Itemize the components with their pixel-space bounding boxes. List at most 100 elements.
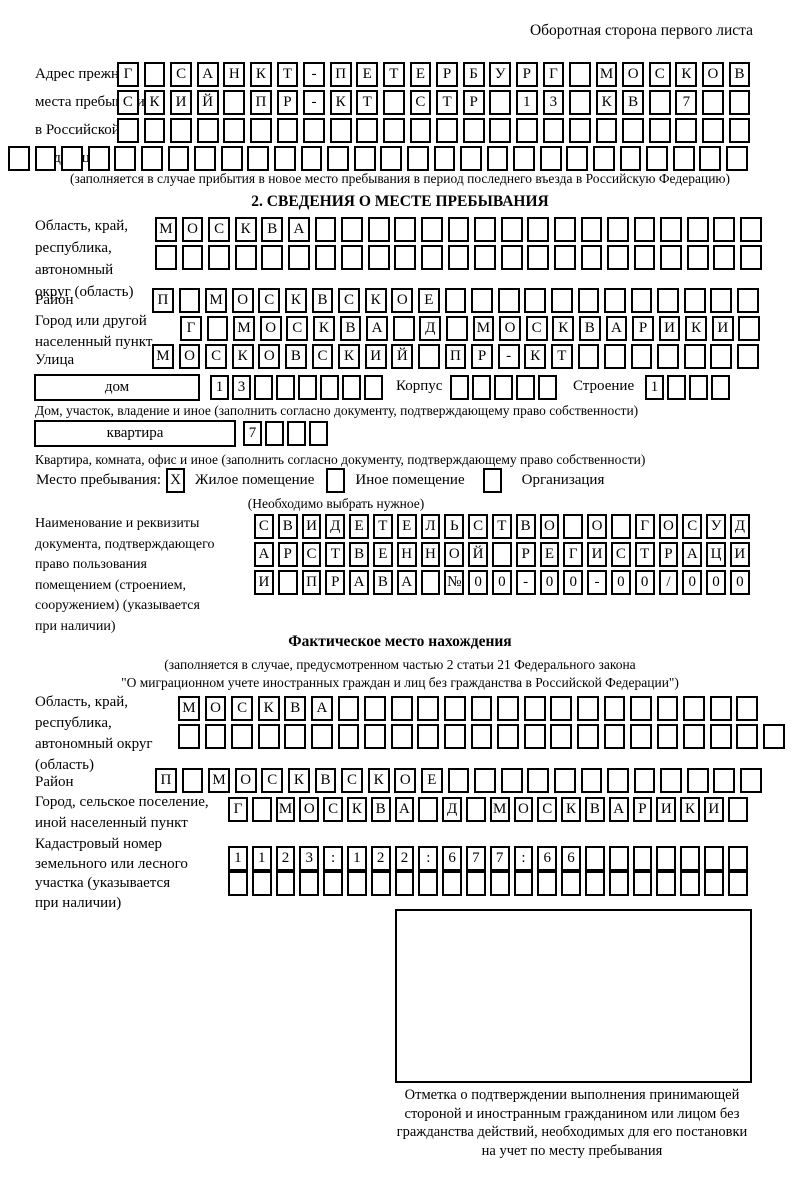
char-box[interactable]: А [287,217,310,242]
char-box[interactable]: А [310,696,333,721]
char-box[interactable] [489,118,512,143]
char-box[interactable]: К [346,797,367,822]
char-box[interactable] [382,118,405,143]
char-box[interactable] [196,118,219,143]
char-box[interactable] [515,118,538,143]
char-box[interactable] [553,217,576,242]
char-box[interactable] [689,375,708,400]
char-box[interactable] [390,696,413,721]
char-box[interactable]: К [524,344,547,369]
char-box[interactable] [327,146,349,171]
char-box[interactable] [580,245,603,270]
char-box[interactable]: 1 [645,375,664,400]
char-box[interactable]: К [595,90,618,115]
char-box[interactable]: / [658,570,679,595]
char-box[interactable]: В [728,62,751,87]
char-box[interactable] [607,245,629,270]
char-box[interactable] [204,724,227,749]
char-box[interactable] [114,146,137,171]
char-box[interactable]: 1 [210,375,229,400]
char-box[interactable]: К [329,90,352,115]
char-box[interactable]: 0 [539,570,560,595]
char-box[interactable] [417,344,440,369]
char-box[interactable]: К [143,90,166,115]
char-box[interactable]: Р [515,542,536,567]
char-box[interactable]: О [178,344,201,369]
char-box[interactable]: В [284,696,307,721]
char-box[interactable] [630,344,653,369]
char-box[interactable] [309,421,328,446]
char-box[interactable] [569,118,591,143]
char-box[interactable] [249,118,272,143]
char-box[interactable] [465,797,486,822]
char-box[interactable] [443,724,466,749]
char-box[interactable] [513,146,536,171]
char-box[interactable]: К [257,696,280,721]
char-box[interactable]: - [587,570,607,595]
char-box[interactable] [314,217,337,242]
char-box[interactable] [660,217,683,242]
char-box[interactable] [417,696,440,721]
char-box[interactable] [323,871,343,896]
char-box[interactable] [342,375,361,400]
char-box[interactable] [737,344,759,369]
char-box[interactable] [686,217,709,242]
char-box[interactable]: 0 [706,570,726,595]
stay-type-checkbox-organization[interactable] [482,468,502,493]
char-box[interactable]: Р [471,344,493,369]
char-box[interactable]: М [472,316,495,341]
char-box[interactable] [646,146,669,171]
char-box[interactable] [604,344,626,369]
char-box[interactable]: П [152,288,174,313]
char-box[interactable]: С [286,316,309,341]
char-box[interactable] [542,118,565,143]
char-box[interactable]: М [489,797,510,822]
char-box[interactable]: Т [325,542,346,567]
char-box[interactable] [686,768,709,793]
char-box[interactable] [657,344,680,369]
char-box[interactable] [220,146,243,171]
char-box[interactable]: М [275,797,296,822]
char-box[interactable]: О [259,316,282,341]
char-box[interactable]: 7 [489,846,510,871]
char-box[interactable]: Д [419,316,442,341]
char-box[interactable]: О [658,514,679,539]
char-box[interactable] [417,724,440,749]
char-box[interactable] [727,797,748,822]
char-box[interactable] [576,724,599,749]
char-box[interactable] [497,724,519,749]
char-box[interactable] [489,90,512,115]
char-box[interactable]: - [497,344,520,369]
char-box[interactable] [763,724,785,749]
char-box[interactable] [223,118,246,143]
char-box[interactable]: О [394,768,417,793]
char-box[interactable] [394,217,417,242]
char-box[interactable]: С [525,316,548,341]
char-box[interactable]: 3 [232,375,251,400]
char-box[interactable] [699,146,722,171]
char-box[interactable] [353,146,376,171]
char-box[interactable]: С [648,62,671,87]
char-box[interactable] [460,146,482,171]
char-box[interactable]: П [329,62,352,87]
char-box[interactable]: И [301,514,322,539]
char-box[interactable] [442,871,462,896]
char-box[interactable]: Р [462,90,485,115]
char-box[interactable]: А [196,62,219,87]
char-box[interactable]: 0 [491,570,512,595]
char-box[interactable]: Т [550,344,573,369]
char-box[interactable]: В [284,344,307,369]
char-box[interactable] [390,724,413,749]
char-box[interactable]: Б [462,62,485,87]
char-box[interactable]: Е [349,514,369,539]
char-box[interactable] [472,375,491,400]
char-box[interactable]: Р [436,62,458,87]
char-box[interactable] [170,118,192,143]
char-box[interactable]: В [311,288,334,313]
char-box[interactable] [223,90,246,115]
char-box[interactable]: К [367,768,390,793]
char-box[interactable] [595,118,618,143]
char-box[interactable] [683,344,706,369]
char-box[interactable]: Р [658,542,679,567]
char-box[interactable] [632,846,653,871]
